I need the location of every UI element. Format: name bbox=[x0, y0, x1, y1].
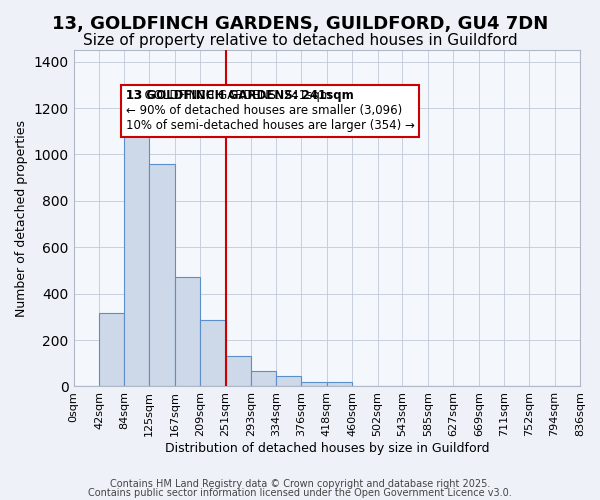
X-axis label: Distribution of detached houses by size in Guildford: Distribution of detached houses by size … bbox=[164, 442, 489, 455]
Text: 13 GOLDFINCH GARDENS: 241sqm
← 90% of detached houses are smaller (3,096)
10% of: 13 GOLDFINCH GARDENS: 241sqm ← 90% of de… bbox=[125, 90, 415, 132]
Bar bbox=[99, 314, 124, 386]
Text: 13 GOLDFINCH GARDENS: 241sqm: 13 GOLDFINCH GARDENS: 241sqm bbox=[125, 90, 353, 102]
Bar bbox=[200, 320, 226, 386]
Bar bbox=[327, 382, 352, 386]
Bar bbox=[175, 278, 200, 386]
Bar bbox=[226, 356, 251, 386]
Text: Size of property relative to detached houses in Guildford: Size of property relative to detached ho… bbox=[83, 32, 517, 48]
Text: 13, GOLDFINCH GARDENS, GUILDFORD, GU4 7DN: 13, GOLDFINCH GARDENS, GUILDFORD, GU4 7D… bbox=[52, 15, 548, 33]
Y-axis label: Number of detached properties: Number of detached properties bbox=[15, 120, 28, 316]
Text: Contains HM Land Registry data © Crown copyright and database right 2025.: Contains HM Land Registry data © Crown c… bbox=[110, 479, 490, 489]
Bar bbox=[251, 370, 276, 386]
Bar bbox=[124, 123, 149, 386]
Bar bbox=[276, 376, 301, 386]
Bar bbox=[301, 382, 327, 386]
Bar bbox=[149, 164, 175, 386]
Text: Contains public sector information licensed under the Open Government Licence v3: Contains public sector information licen… bbox=[88, 488, 512, 498]
